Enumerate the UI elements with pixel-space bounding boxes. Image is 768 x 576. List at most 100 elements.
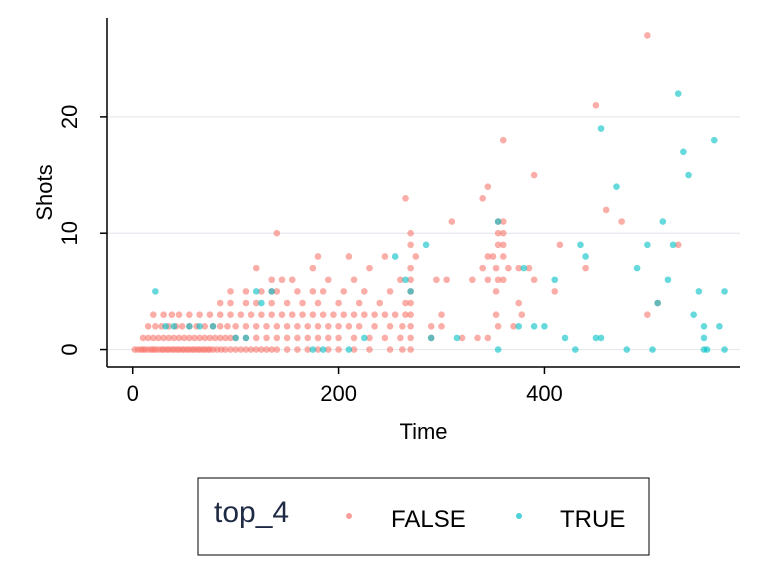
point-false-140 [288, 311, 296, 318]
point-false-43 [273, 346, 281, 353]
point-false-87 [397, 334, 404, 342]
point-false-218 [494, 241, 502, 249]
point-true-50 [700, 334, 708, 342]
point-true-21 [494, 346, 502, 353]
point-false-150 [391, 311, 399, 318]
point-false-64 [186, 334, 193, 342]
point-false-205 [492, 264, 500, 272]
point-true-0 [152, 288, 159, 295]
point-false-166 [355, 299, 363, 307]
point-false-58 [155, 334, 162, 342]
point-false-164 [314, 299, 322, 307]
point-true-18 [422, 241, 430, 249]
point-false-54 [407, 346, 414, 353]
point-false-217 [407, 241, 414, 249]
point-false-139 [278, 311, 286, 318]
x-tick-label-200: 200 [320, 381, 357, 406]
point-false-57 [150, 334, 157, 342]
point-false-219 [499, 241, 507, 249]
point-false-142 [309, 311, 317, 318]
point-false-147 [361, 311, 368, 318]
point-false-36 [237, 346, 245, 353]
point-false-223 [407, 229, 414, 237]
point-true-23 [515, 322, 523, 330]
legend-title: top_4 [214, 496, 289, 529]
point-true-45 [680, 148, 687, 156]
point-false-192 [407, 276, 414, 284]
point-true-4 [196, 322, 203, 330]
point-false-40 [258, 346, 265, 353]
data-points [131, 32, 728, 353]
point-false-212 [381, 253, 389, 260]
point-true-35 [597, 125, 605, 132]
point-false-158 [227, 299, 234, 307]
point-true-10 [268, 288, 275, 295]
point-false-75 [252, 334, 260, 342]
point-false-120 [399, 322, 406, 330]
point-false-41 [263, 346, 270, 353]
point-false-46 [304, 346, 312, 353]
point-false-177 [294, 288, 301, 295]
point-false-170 [515, 299, 523, 307]
point-false-202 [366, 264, 373, 272]
point-true-47 [690, 311, 697, 318]
point-false-206 [505, 264, 512, 272]
point-true-52 [703, 346, 711, 353]
point-true-48 [695, 288, 703, 295]
point-false-230 [602, 206, 610, 214]
point-false-146 [350, 311, 358, 318]
point-false-66 [196, 334, 203, 342]
point-false-110 [283, 322, 291, 330]
legend-marker-false [346, 513, 352, 519]
point-false-224 [494, 229, 502, 237]
point-false-194 [443, 276, 450, 284]
point-false-159 [242, 299, 250, 307]
point-false-109 [273, 322, 281, 330]
point-false-34 [227, 346, 234, 353]
point-true-40 [654, 299, 661, 307]
point-false-185 [551, 288, 559, 295]
point-false-172 [227, 288, 234, 295]
point-false-225 [499, 229, 507, 237]
point-false-35 [232, 346, 239, 353]
point-false-37 [242, 346, 250, 353]
point-false-117 [355, 322, 363, 330]
point-false-148 [371, 311, 378, 318]
point-false-173 [242, 288, 250, 295]
x-axis-title: Time [399, 419, 447, 444]
point-false-111 [294, 322, 301, 330]
point-true-3 [186, 322, 193, 330]
point-false-71 [222, 334, 229, 342]
point-true-43 [669, 241, 677, 249]
point-false-163 [299, 299, 306, 307]
point-false-79 [294, 334, 301, 342]
point-true-39 [649, 346, 656, 353]
point-false-186 [268, 276, 275, 284]
point-false-81 [314, 334, 322, 342]
point-false-233 [484, 183, 492, 190]
point-true-29 [572, 346, 579, 353]
legend: top_4 FALSE TRUE [197, 477, 650, 556]
point-false-178 [309, 288, 317, 295]
point-false-91 [474, 334, 481, 342]
point-true-30 [577, 241, 584, 249]
point-false-90 [458, 334, 466, 342]
point-true-16 [402, 276, 409, 284]
point-false-61 [170, 334, 178, 342]
point-false-49 [335, 346, 342, 353]
point-true-31 [582, 253, 589, 260]
point-true-27 [551, 276, 559, 284]
point-false-182 [386, 288, 394, 295]
point-false-198 [499, 276, 507, 284]
point-false-53 [399, 346, 406, 353]
point-false-229 [618, 218, 625, 225]
point-false-138 [268, 311, 275, 318]
point-true-36 [623, 346, 631, 353]
point-false-160 [252, 299, 260, 307]
point-false-123 [438, 322, 445, 330]
point-false-165 [335, 299, 342, 307]
x-tick-label-0: 0 [127, 381, 139, 406]
point-false-78 [283, 334, 291, 342]
point-false-135 [237, 311, 245, 318]
point-false-80 [304, 334, 312, 342]
